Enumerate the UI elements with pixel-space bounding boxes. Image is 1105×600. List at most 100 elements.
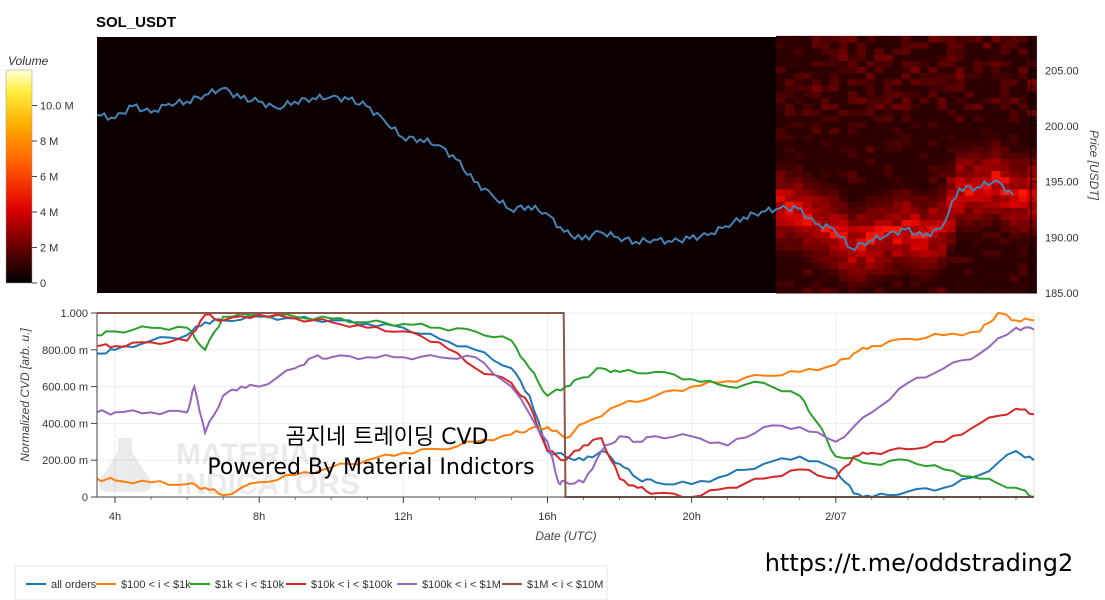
legend-item-label[interactable]: $100k < i < $1M [422, 579, 501, 591]
legend-item-label[interactable]: $1k < i < $10k [215, 579, 285, 591]
heatmap-cell [820, 84, 831, 92]
heatmap-cell [838, 164, 849, 172]
heatmap-cell [874, 207, 885, 214]
heatmap-cell [793, 133, 804, 141]
heatmap-cell [829, 250, 840, 257]
heatmap-cell [919, 170, 930, 178]
heatmap-cell [982, 103, 992, 110]
heatmap-cell [1027, 280, 1037, 288]
heatmap-cell [982, 182, 992, 190]
heatmap-cell [973, 268, 984, 276]
heatmap-cell [874, 225, 885, 233]
heatmap-cell [838, 48, 849, 55]
heatmap-cell [1009, 237, 1019, 245]
heatmap-cell [838, 72, 849, 80]
heatmap-cell [838, 146, 849, 153]
heatmap-cell [964, 78, 975, 86]
heatmap-cell [1027, 60, 1037, 67]
telegram-link[interactable]: https://t.me/oddstrading2 [765, 549, 1074, 577]
heatmap-cell [1000, 146, 1010, 153]
heatmap-cell [973, 42, 984, 49]
heatmap-cell [865, 244, 876, 251]
colorbar: Volume 0 2 M 4 M 6 M 8 M 10.0 M [5, 54, 74, 290]
heatmap-cell [856, 90, 867, 98]
heatmap-cell [793, 250, 804, 257]
heatmap-cell [856, 115, 867, 123]
heatmap-cell [811, 127, 822, 135]
heatmap-cell [910, 84, 921, 92]
heatmap-cell [991, 158, 1001, 165]
heatmap-cell [892, 133, 903, 141]
heatmap-cell [982, 225, 992, 233]
heatmap-cell [1018, 152, 1028, 159]
heatmap-cell [883, 280, 894, 288]
heatmap-cell [928, 213, 939, 221]
legend-item-label[interactable]: $1M < i < $10M [527, 579, 603, 591]
heatmap-cell [856, 139, 867, 147]
heatmap-cell [847, 237, 858, 245]
heatmap-cell [937, 121, 948, 129]
heatmap-cell [793, 262, 804, 270]
cvd-x-tick-label: 8h [253, 511, 265, 523]
heatmap-cell [820, 42, 831, 49]
colorbar-tick-label: 2 M [40, 243, 58, 255]
heatmap-cell [982, 231, 992, 239]
heatmap-cell [856, 225, 867, 233]
heatmap-cell [1027, 256, 1037, 263]
heatmap-cell [1000, 48, 1010, 55]
heatmap-cell [1018, 231, 1028, 239]
heatmap-cell [937, 164, 948, 172]
heatmap-cell [901, 244, 912, 251]
heatmap-cell [955, 164, 966, 172]
heatmap-cell [973, 54, 984, 61]
heatmap-cell [883, 84, 894, 92]
heatmap-cell [928, 158, 939, 165]
heatmap-cell [901, 48, 912, 55]
heatmap-cell [919, 42, 930, 49]
heatmap-cell [883, 109, 894, 116]
heatmap-cell [1027, 237, 1037, 245]
heatmap-cell [982, 115, 992, 123]
heatmap-cell [892, 48, 903, 55]
heatmap-cell [982, 250, 992, 257]
legend-item-label[interactable]: all orders [51, 579, 97, 591]
heatmap-cell [865, 109, 876, 116]
heatmap-cell [1000, 66, 1010, 74]
heatmap-cell [793, 182, 804, 190]
heatmap-cell [874, 286, 885, 294]
heatmap-cell [919, 237, 930, 245]
heatmap-cell [847, 213, 858, 221]
heatmap-cell [865, 268, 876, 276]
heatmap-cell [820, 66, 831, 74]
heatmap-cell [856, 66, 867, 74]
legend-item-label[interactable]: $10k < i < $100k [311, 579, 393, 591]
heatmap-cell [1027, 84, 1037, 92]
heatmap-cell [928, 42, 939, 49]
heatmap-cell [883, 72, 894, 80]
heatmap-cell [793, 244, 804, 251]
heatmap-cell [784, 219, 795, 227]
heatmap-cell [1018, 72, 1028, 80]
heatmap-cell [910, 250, 921, 257]
heatmap-cell [946, 219, 957, 227]
heatmap-cell [784, 188, 795, 196]
heatmap-cell [847, 35, 858, 43]
heatmap-cell [910, 256, 921, 263]
heatmap-cell [874, 244, 885, 251]
heatmap-cell [937, 231, 948, 239]
heatmap-cell [874, 176, 885, 184]
heatmap-cell [1000, 78, 1010, 86]
heatmap-cell [937, 139, 948, 147]
heatmap-cell [856, 219, 867, 227]
heatmap-cell [955, 42, 966, 49]
heatmap-cell [856, 207, 867, 214]
heatmap-cell [829, 60, 840, 67]
heatmap-cell [928, 256, 939, 263]
heatmap-cell [802, 274, 813, 282]
cvd-panel: MATERIAL INDICATORS 0 200.00 m 400.00 m 600… [18, 308, 1035, 543]
heatmap-cell [928, 90, 939, 98]
heatmap-cell [847, 109, 858, 116]
heatmap-cell [973, 225, 984, 233]
legend-item-label[interactable]: $100 < i < $1k [121, 579, 191, 591]
heatmap-cell [775, 231, 786, 239]
